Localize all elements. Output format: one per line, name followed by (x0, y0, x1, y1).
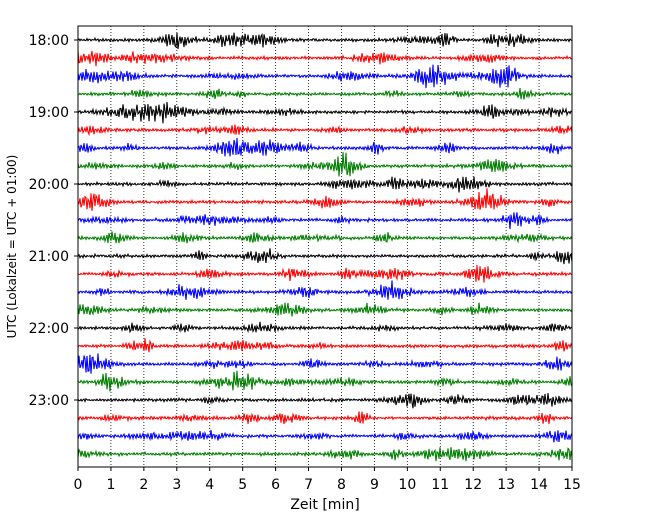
y-tick-label: 18:00 (29, 33, 69, 49)
x-tick-label: 7 (304, 477, 313, 493)
trace-2215 (77, 338, 573, 353)
trace-2300 (77, 393, 573, 409)
x-tick-label: 5 (238, 477, 247, 493)
trace-2245 (77, 370, 573, 392)
x-tick-label: 12 (464, 477, 482, 493)
x-tick-label: 1 (106, 477, 115, 493)
trace-2015 (77, 188, 573, 211)
x-tick-label: 4 (205, 477, 214, 493)
x-tick-label: 10 (398, 477, 416, 493)
trace-2115 (77, 265, 573, 283)
x-tick-label: 9 (370, 477, 379, 493)
trace-2230 (77, 353, 573, 374)
trace-2200 (77, 321, 573, 334)
trace-1845 (77, 88, 573, 100)
x-tick-label: 6 (271, 477, 280, 493)
x-tick-label: 11 (431, 477, 449, 493)
trace-2100 (77, 248, 573, 265)
seismic-traces (77, 32, 573, 462)
trace-1900 (77, 101, 573, 124)
trace-1930 (77, 137, 573, 157)
x-tick-label: 13 (497, 477, 515, 493)
plot-frame (77, 25, 573, 468)
x-tick-label: 14 (530, 477, 548, 493)
y-tick-label: 23:00 (29, 393, 69, 409)
x-tick-label: 0 (74, 477, 83, 493)
x-axis-label: Zeit [min] (290, 497, 359, 513)
x-tick-label: 8 (337, 477, 346, 493)
trace-2000 (77, 176, 573, 193)
trace-2345 (77, 447, 573, 462)
x-tick-label: 3 (172, 477, 181, 493)
x-tick-label: 15 (563, 477, 581, 493)
y-tick-label: 19:00 (29, 105, 69, 121)
trace-2045 (77, 231, 573, 244)
trace-2315 (77, 411, 573, 425)
trace-1945 (77, 152, 573, 177)
y-tick-label: 21:00 (29, 249, 69, 265)
trace-2330 (77, 429, 573, 443)
y-tick-label: 22:00 (29, 321, 69, 337)
y-tick-label: 20:00 (29, 177, 69, 193)
y-axis-label: UTC (Lokalzeit = UTC + 01:00) (5, 155, 19, 339)
trace-1915 (77, 124, 573, 137)
trace-1800 (77, 32, 573, 50)
x-tick-label: 2 (139, 477, 148, 493)
trace-2030 (77, 212, 573, 230)
trace-1830 (77, 64, 573, 89)
trace-2130 (77, 280, 573, 300)
y-axis-ticks: 18:00 19:00 20:00 21:00 22:00 23:00 (29, 33, 78, 409)
trace-1815 (77, 50, 573, 67)
trace-2145 (77, 302, 573, 317)
x-axis-ticks: 0 1 2 3 4 5 6 7 8 9 10 11 12 13 14 15 (74, 467, 581, 493)
